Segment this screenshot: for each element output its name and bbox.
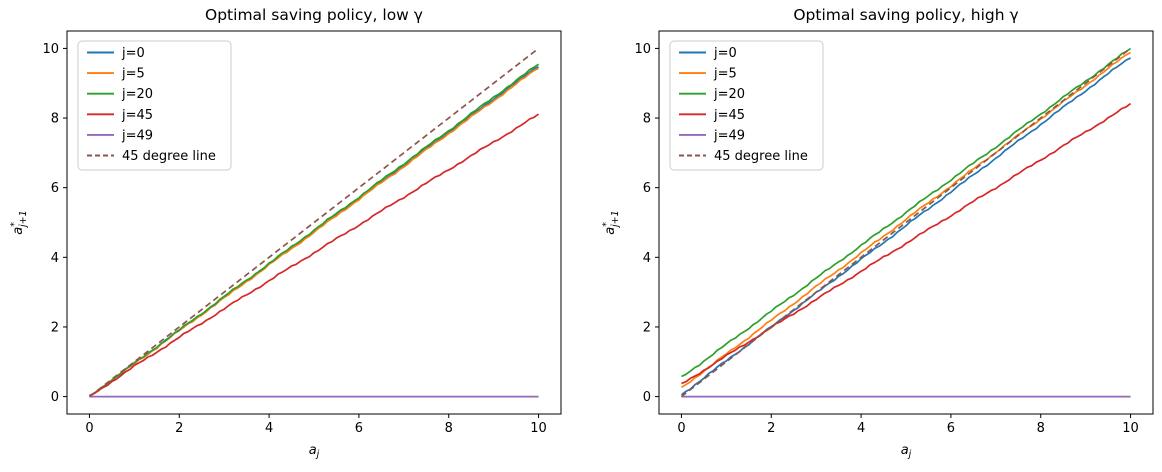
x-tick-label: 6 (355, 421, 363, 436)
legend-label: j=5 (121, 67, 145, 82)
legend-label: 45 degree line (122, 149, 216, 164)
y-tick-label: 0 (643, 390, 651, 405)
y-tick-label: 10 (634, 42, 651, 57)
y-tick-label: 0 (51, 390, 59, 405)
legend: j=0 j=5 j=20 j=45 j=49 45 degree line (669, 40, 824, 171)
x-axis-label: aj (309, 443, 320, 460)
series-line-j-20 (681, 47, 1132, 378)
legend-label: j=45 (121, 108, 153, 123)
x-tick-label: 6 (947, 421, 955, 436)
legend-label: j=20 (713, 87, 745, 102)
x-tick-label: 0 (677, 421, 685, 436)
series-line-45-degree-line (680, 47, 1132, 398)
y-tick-label: 4 (51, 251, 59, 266)
x-tick-label: 10 (1122, 421, 1139, 436)
y-tick-label: 8 (643, 112, 651, 127)
y-tick-label: 2 (51, 320, 59, 335)
y-axis-label: a*j+1 (9, 210, 29, 234)
y-tick-label: 2 (643, 320, 651, 335)
x-tick-label: 2 (175, 421, 183, 436)
x-tick-label: 4 (857, 421, 865, 436)
y-tick-label: 10 (42, 42, 59, 57)
legend-label: j=49 (713, 128, 745, 143)
legend: j=0 j=5 j=20 j=45 j=49 45 degree line (77, 40, 232, 171)
legend-label: j=45 (713, 108, 745, 123)
plot-title: Optimal saving policy, low γ (205, 6, 423, 24)
x-tick-label: 10 (530, 421, 547, 436)
y-tick-label: 8 (51, 112, 59, 127)
y-tick-label: 4 (643, 251, 651, 266)
x-tick-label: 0 (85, 421, 93, 436)
plot-title: Optimal saving policy, high γ (793, 6, 1018, 24)
x-tick-label: 4 (265, 421, 273, 436)
axes-spines (658, 30, 1154, 415)
series-line-j-45 (681, 102, 1132, 385)
legend-label: j=0 (121, 46, 145, 61)
legend-box (669, 40, 824, 171)
legend-label: j=20 (121, 87, 153, 102)
x-tick-label: 8 (1037, 421, 1045, 436)
right-subplot: Optimal saving policy, high γ 0 2 4 6 8 10 0 2 4 6… (601, 6, 1154, 460)
legend-label: j=0 (713, 46, 737, 61)
y-axis-label: a*j+1 (601, 210, 621, 234)
series-line-j-45 (89, 113, 540, 397)
legend-label: j=49 (121, 128, 153, 143)
series-line-j-20 (89, 63, 540, 397)
x-axis-label: aj (901, 443, 912, 460)
y-tick-label: 6 (643, 181, 651, 196)
legend-label: 45 degree line (714, 149, 808, 164)
y-tick-label: 6 (51, 181, 59, 196)
legend-box (77, 40, 232, 171)
left-subplot: Optimal saving policy, low γ 0 2 4 6 8 10 0 2 4 6 8… (9, 6, 562, 460)
x-tick-label: 2 (767, 421, 775, 436)
axes-spines (66, 30, 562, 415)
legend-label: j=5 (713, 67, 737, 82)
series-line-45-degree-line (88, 47, 540, 398)
x-tick-label: 8 (445, 421, 453, 436)
